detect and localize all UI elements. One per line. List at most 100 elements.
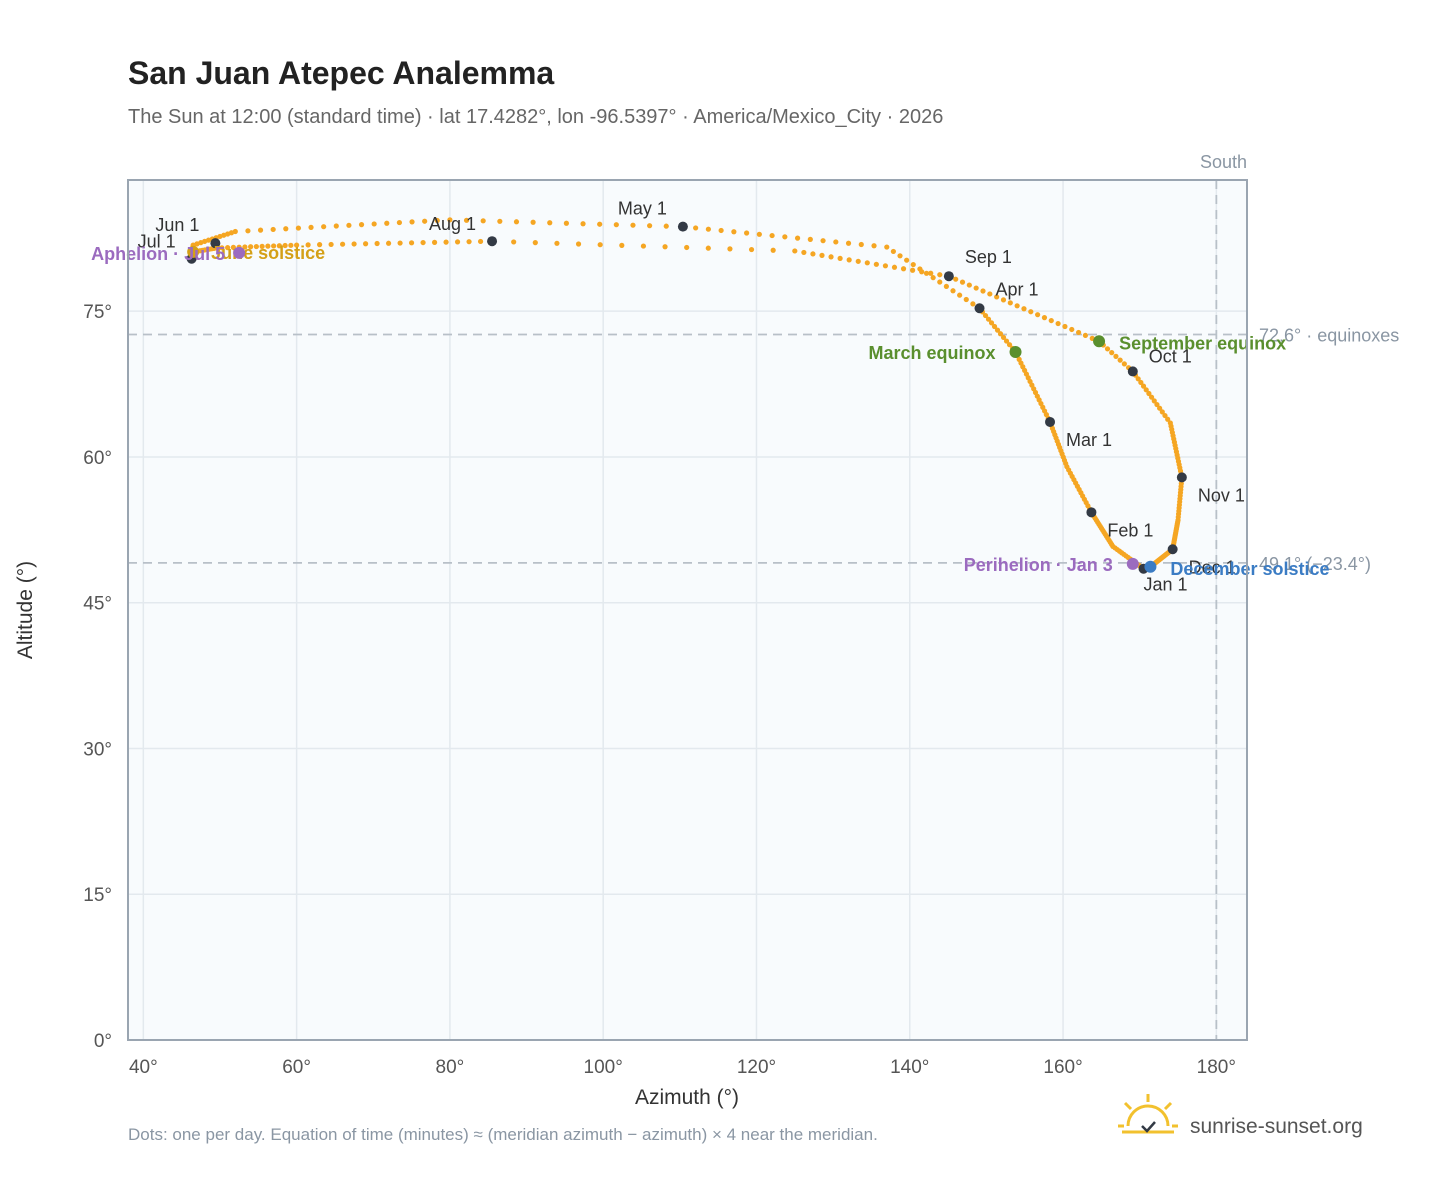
path-dot — [613, 222, 619, 228]
path-dot — [294, 242, 300, 248]
path-dot — [1007, 300, 1013, 306]
path-dot — [245, 228, 251, 234]
path-dot — [270, 226, 276, 233]
month-marker-label: Aug 1 — [429, 214, 476, 234]
path-dot — [718, 227, 724, 234]
path-dot — [1162, 412, 1168, 419]
path-dot — [265, 243, 271, 249]
path-dot — [346, 222, 352, 228]
path-dot — [873, 261, 879, 267]
path-dot — [431, 239, 438, 245]
path-dot — [855, 258, 861, 264]
path-dot — [434, 217, 440, 224]
grid-lines — [128, 180, 1247, 1041]
event-marker-label: March equinox — [869, 343, 996, 363]
path-dot — [801, 249, 807, 256]
path-dot — [1003, 338, 1010, 344]
path-dot — [1028, 309, 1034, 315]
path-dot — [317, 242, 323, 248]
path-dot — [563, 220, 570, 226]
path-dot — [1148, 394, 1155, 400]
month-marker-label: Nov 1 — [1198, 485, 1245, 505]
path-dot — [973, 285, 979, 291]
path-dot — [253, 243, 259, 250]
path-dot — [882, 263, 889, 269]
event-marker-dot — [1144, 560, 1157, 573]
path-dot — [982, 312, 989, 319]
path-dot — [1048, 317, 1054, 324]
path-dot — [351, 241, 357, 247]
path-dot — [463, 217, 470, 223]
month-marker-dot — [1045, 416, 1056, 427]
path-dot — [1154, 401, 1160, 408]
path-dot — [374, 240, 380, 247]
path-dot — [988, 320, 995, 326]
path-dot — [397, 240, 403, 246]
path-dot — [807, 236, 813, 242]
path-dot — [276, 243, 282, 249]
path-dot — [385, 240, 392, 246]
path-dot — [358, 222, 365, 228]
path-dot — [923, 270, 930, 276]
path-dot — [897, 253, 903, 259]
month-marker-dot — [1167, 544, 1178, 555]
path-dot — [630, 222, 636, 228]
path-dot — [511, 239, 517, 245]
path-dot — [422, 218, 428, 224]
x-tick-label: 60° — [282, 1057, 311, 1078]
event-marker-label: Perihelion · Jan 3 — [964, 555, 1113, 575]
path-dot — [283, 226, 289, 232]
path-dot — [1075, 329, 1082, 336]
path-dot — [744, 230, 750, 236]
path-dot — [513, 219, 520, 225]
path-dot — [305, 242, 311, 248]
path-dot — [871, 243, 877, 249]
path-dot — [328, 241, 334, 248]
x-tick-label: 40° — [129, 1057, 158, 1078]
path-dot — [420, 239, 426, 246]
event-marker-dot — [1093, 335, 1106, 348]
path-dot — [820, 238, 826, 244]
path-dot — [257, 227, 264, 233]
event-marker-label: September equinox — [1119, 333, 1286, 353]
month-marker-dot — [677, 221, 688, 232]
path-dot — [705, 245, 711, 251]
path-dot — [1021, 306, 1027, 312]
path-dot — [384, 220, 390, 226]
path-dot — [891, 264, 898, 270]
path-dot — [919, 269, 925, 275]
path-dot — [619, 242, 625, 248]
path-dot — [810, 251, 816, 257]
path-dot — [943, 283, 949, 290]
path-dot — [900, 266, 907, 272]
path-dot — [640, 243, 647, 249]
month-marker-label: Mar 1 — [1066, 430, 1112, 450]
path-dot — [819, 252, 825, 258]
path-dot — [1157, 405, 1163, 411]
path-dot — [845, 240, 852, 246]
path-dot — [1113, 353, 1119, 359]
path-dot — [396, 219, 403, 226]
event-marker-dot — [1126, 557, 1139, 570]
month-marker-label: Sep 1 — [965, 247, 1012, 267]
y-tick-label: 60° — [83, 448, 112, 469]
path-dot — [530, 219, 536, 225]
path-dot — [333, 223, 339, 229]
path-dot — [271, 243, 277, 249]
path-dot — [930, 275, 936, 281]
path-dot — [230, 244, 236, 250]
path-dot — [580, 221, 586, 227]
path-dot — [953, 276, 959, 282]
event-marker-dot — [233, 246, 246, 259]
path-dot — [1146, 390, 1152, 397]
sun-logo-icon — [1118, 1094, 1178, 1134]
path-dot — [731, 229, 737, 235]
path-dot — [890, 248, 896, 255]
path-dot — [957, 292, 963, 298]
path-dot — [756, 231, 762, 237]
path-dot — [727, 246, 733, 252]
path-dot — [409, 219, 415, 225]
brand-name: sunrise-sunset.org — [1190, 1115, 1363, 1138]
path-dot — [994, 327, 1001, 333]
